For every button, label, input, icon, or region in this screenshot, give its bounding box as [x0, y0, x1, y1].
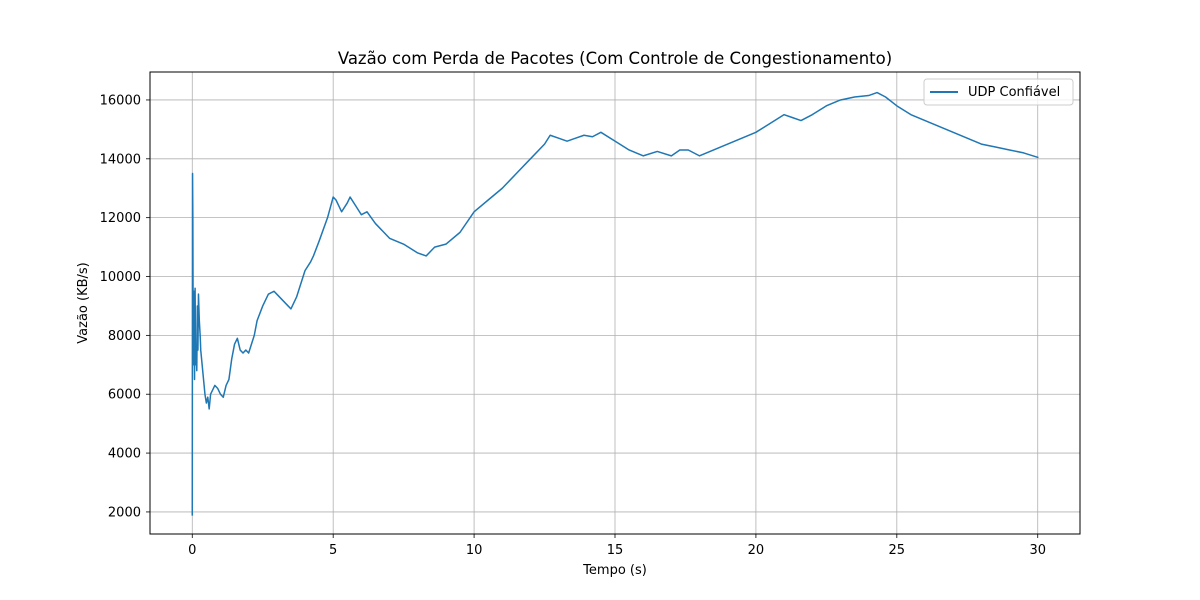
y-tick-label: 10000 — [100, 270, 141, 285]
x-axis-ticks: 0 5 10 15 20 25 30 — [188, 534, 1046, 558]
y-tick-label: 8000 — [108, 329, 141, 344]
x-tick-label: 20 — [748, 543, 765, 558]
x-tick-label: 25 — [889, 543, 906, 558]
series-layer — [191, 91, 1039, 516]
legend-box — [923, 78, 1074, 106]
x-tick-label: 0 — [188, 543, 196, 558]
x-axis-label: Tempo (s) — [582, 563, 647, 578]
series-line-udp-confiavel — [191, 91, 1039, 516]
y-tick-label: 16000 — [100, 93, 141, 108]
chart-title: Vazão com Perda de Pacotes (Com Controle… — [338, 49, 892, 68]
y-tick-label: 2000 — [108, 505, 141, 520]
y-axis-label: Vazão (KB/s) — [76, 262, 91, 343]
x-tick-label: 30 — [1029, 543, 1046, 558]
y-tick-label: 6000 — [108, 388, 141, 403]
y-axis-ticks: 2000 4000 6000 8000 10000 12000 14000 16000 — [100, 93, 150, 520]
y-tick-label: 4000 — [108, 447, 141, 462]
x-tick-label: 15 — [607, 543, 624, 558]
gridlines — [150, 72, 1080, 534]
x-tick-label: 10 — [466, 543, 483, 558]
y-tick-label: 14000 — [100, 152, 141, 167]
x-tick-label: 5 — [329, 543, 337, 558]
legend: UDP Confiável — [923, 78, 1074, 106]
legend-label-udp-confiavel: UDP Confiável — [968, 85, 1060, 100]
y-tick-label: 12000 — [100, 211, 141, 226]
